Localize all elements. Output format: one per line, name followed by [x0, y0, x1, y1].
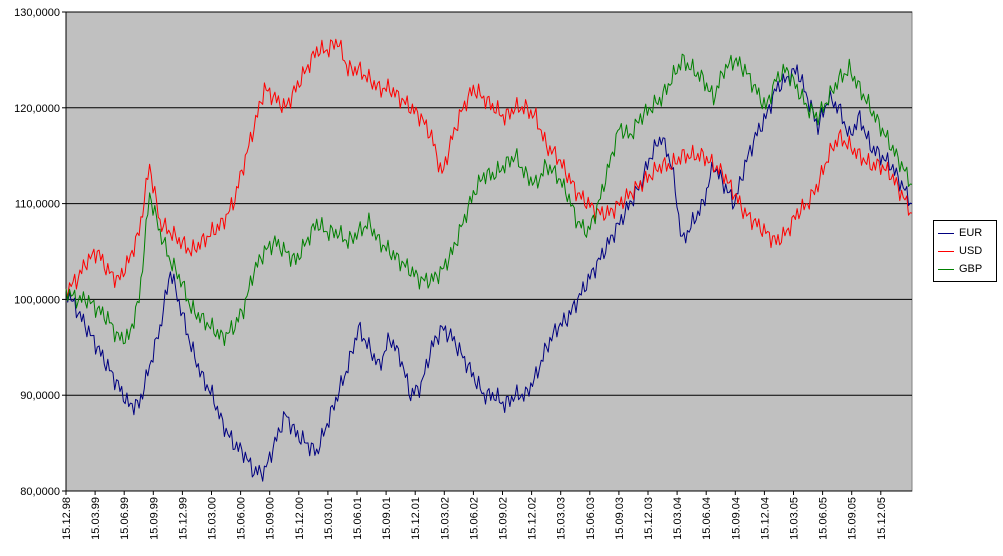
plot-area — [65, 11, 913, 492]
x-tick-label: 15.06.99 — [119, 497, 131, 540]
legend-label-usd: USD — [959, 245, 983, 257]
x-tick-label: 15.12.00 — [294, 497, 306, 540]
x-tick-label: 15.03.03 — [556, 497, 568, 540]
y-tick-label: 90,0000 — [20, 390, 60, 402]
x-tick-label: 15.06.01 — [352, 497, 364, 540]
x-tick-label: 15.06.00 — [236, 497, 248, 540]
y-tick-label: 120,0000 — [14, 103, 60, 115]
x-tick-label: 15.12.05 — [876, 497, 888, 540]
x-axis: 15.12.98 15.03.99 15.06.99 15.09.99 15.12.99… — [61, 490, 912, 540]
x-tick-label: 15.09.04 — [730, 497, 742, 540]
x-tick-label: 15.12.98 — [61, 497, 73, 540]
legend-item-gbp: GBP — [938, 260, 992, 278]
y-tick-label: 100,0000 — [14, 294, 60, 306]
x-tick-label: 15.03.01 — [323, 497, 335, 540]
x-tick-label: 15.03.00 — [207, 497, 219, 540]
legend-item-eur: EUR — [938, 224, 992, 242]
x-tick-label: 15.12.04 — [759, 497, 771, 540]
y-tick-label: 130,0000 — [14, 7, 60, 19]
x-tick-label: 15.09.99 — [148, 497, 160, 540]
y-tick-label: 110,0000 — [15, 199, 60, 211]
x-tick-label: 15.09.03 — [614, 497, 626, 540]
series-line-usd — [65, 38, 913, 298]
legend-label-gbp: GBP — [959, 263, 983, 275]
x-tick-label: 15.12.99 — [177, 497, 189, 540]
x-tick-label: 15.09.00 — [265, 497, 277, 540]
x-tick-label: 15.06.03 — [585, 497, 597, 540]
x-tick-label: 15.06.05 — [818, 497, 830, 540]
series-line-eur — [65, 64, 913, 482]
x-tick-label: 15.03.05 — [789, 497, 801, 540]
x-tick-label: 15.03.99 — [90, 497, 102, 540]
legend-swatch-gbp — [938, 268, 954, 270]
x-tick-label: 15.03.04 — [672, 497, 684, 540]
y-tick-label: 80,0000 — [20, 486, 60, 498]
x-tick-label: 15.09.01 — [381, 497, 393, 540]
x-tick-label: 15.06.02 — [468, 497, 480, 540]
x-tick-label: 15.03.02 — [439, 497, 451, 540]
x-tick-label: 15.09.02 — [498, 497, 510, 540]
y-axis: 80,0000 90,0000 100,0000 110,0000 120,0000 13… — [14, 7, 67, 498]
x-tick-label: 15.12.01 — [410, 497, 422, 540]
series-line-gbp — [65, 53, 913, 346]
x-tick-label: 15.12.02 — [527, 497, 539, 540]
legend-label-eur: EUR — [959, 227, 983, 239]
x-tick-label: 15.12.03 — [643, 497, 655, 540]
legend-item-usd: USD — [938, 242, 992, 260]
x-tick-label: 15.09.05 — [847, 497, 859, 540]
series-lines — [65, 38, 913, 482]
x-tick-label: 15.06.04 — [701, 497, 713, 540]
legend-swatch-eur — [938, 232, 954, 234]
legend-swatch-usd — [938, 250, 954, 252]
legend: EUR USD GBP — [933, 220, 997, 282]
